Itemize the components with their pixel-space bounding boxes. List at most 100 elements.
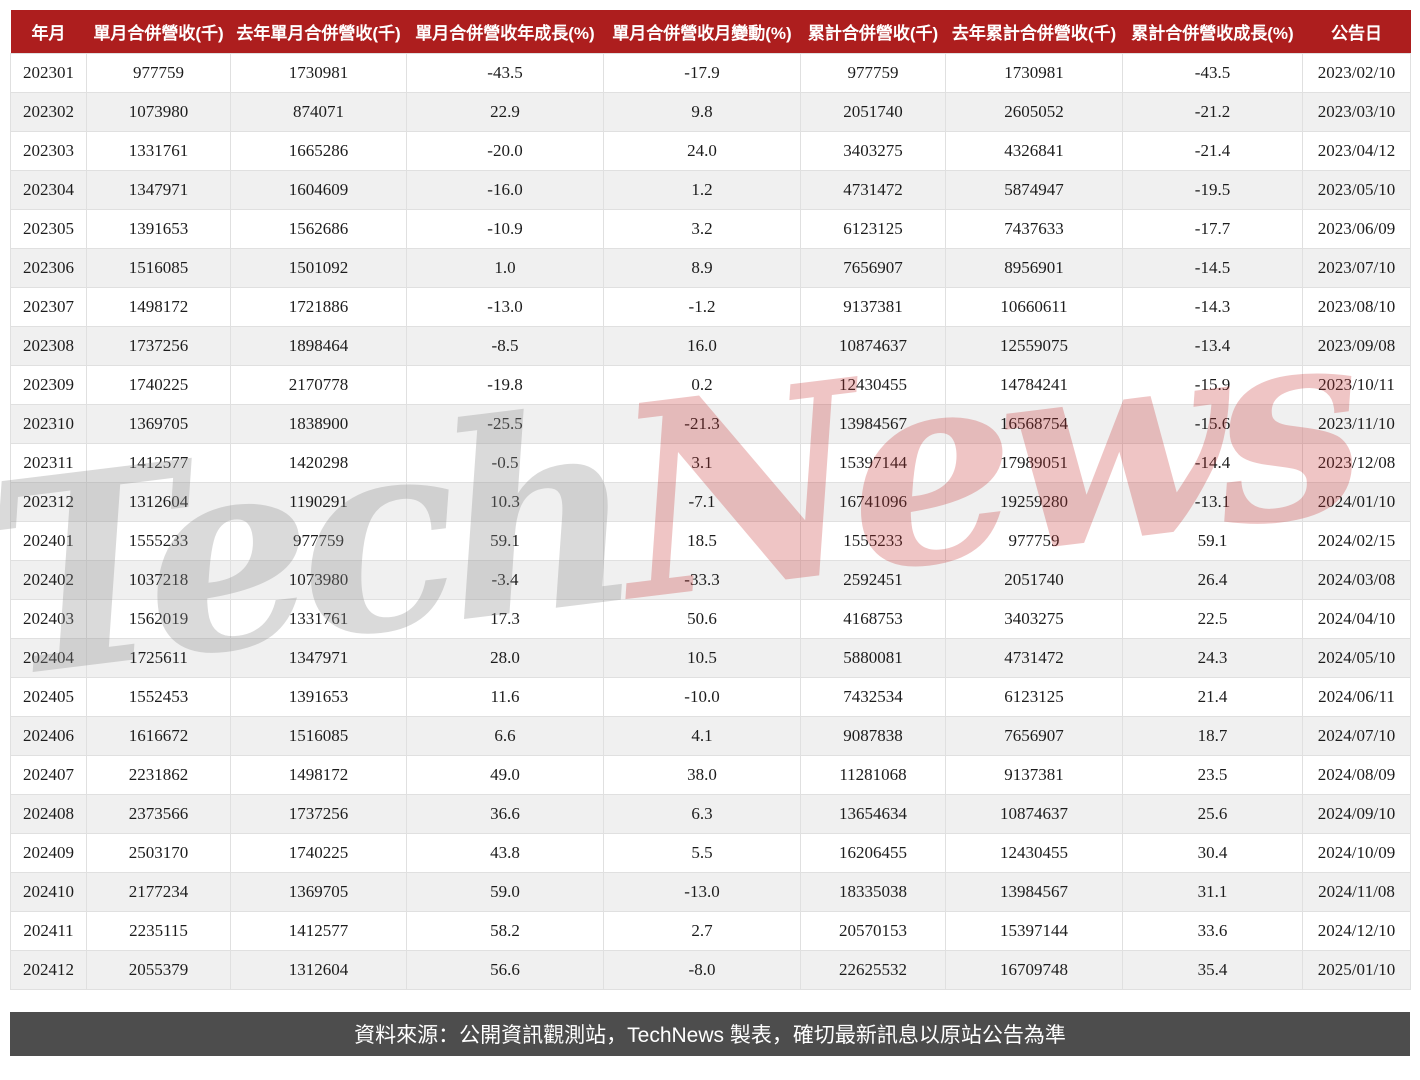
cell: 1369705 (230, 871, 407, 912)
cell: -21.2 (1122, 91, 1303, 132)
cell: 16206455 (800, 832, 946, 873)
cell: 10.5 (603, 637, 801, 678)
cell: 2051740 (945, 559, 1123, 600)
cell: 2055379 (86, 949, 231, 990)
table-row: 202412 2055379 1312604 56.6 -8.0 22625532 1670… (10, 949, 1411, 990)
table-row: 202304 1347971 1604609 -16.0 1.2 4731472 58749… (10, 169, 1411, 210)
cell: 18.7 (1122, 715, 1303, 756)
monthly-revenue-table: 年月 單月合併營收(千) 去年單月合併營收(千) 單月合併營收年成長(%) 單月合併營收… (10, 10, 1411, 990)
cell: 1312604 (86, 481, 231, 522)
cell: 874071 (230, 91, 407, 132)
cell: 1501092 (230, 247, 407, 288)
cell: -25.5 (406, 403, 604, 444)
cell: 202403 (10, 598, 87, 639)
table-row: 202409 2503170 1740225 43.8 5.5 16206455 12430… (10, 832, 1411, 873)
cell: 11.6 (406, 676, 604, 717)
cell: 22625532 (800, 949, 946, 990)
cell: 56.6 (406, 949, 604, 990)
cell: 2177234 (86, 871, 231, 912)
cell: 58.2 (406, 910, 604, 951)
cell: 17989051 (945, 442, 1123, 483)
cell: 16568754 (945, 403, 1123, 444)
table-row: 202406 1616672 1516085 6.6 4.1 9087838 7656907… (10, 715, 1411, 756)
cell: 18335038 (800, 871, 946, 912)
cell: 202302 (10, 91, 87, 132)
column-header-3: 單月合併營收年成長(%) (406, 10, 604, 53)
cell: -33.3 (603, 559, 801, 600)
cell: -19.8 (406, 364, 604, 405)
cell: 1.2 (603, 169, 801, 210)
cell: -1.2 (603, 286, 801, 327)
cell: 1555233 (800, 520, 946, 561)
cell: 1498172 (86, 286, 231, 327)
cell: 7656907 (945, 715, 1123, 756)
cell: 977759 (800, 52, 946, 93)
cell: 2023/08/10 (1302, 286, 1411, 327)
cell: 1498172 (230, 754, 407, 795)
cell: 10874637 (945, 793, 1123, 834)
cell: 1730981 (230, 52, 407, 93)
cell: 1725611 (86, 637, 231, 678)
cell: 7656907 (800, 247, 946, 288)
cell: 9.8 (603, 91, 801, 132)
table-row: 202308 1737256 1898464 -8.5 16.0 10874637 1255… (10, 325, 1411, 366)
cell: 43.8 (406, 832, 604, 873)
table-row: 202311 1412577 1420298 -0.5 3.1 15397144 17989… (10, 442, 1411, 483)
cell: 1898464 (230, 325, 407, 366)
cell: 977759 (945, 520, 1123, 561)
table-row: 202305 1391653 1562686 -10.9 3.2 6123125 74376… (10, 208, 1411, 249)
cell: 202404 (10, 637, 87, 678)
cell: 2023/04/12 (1302, 130, 1411, 171)
cell: 202401 (10, 520, 87, 561)
cell: -10.0 (603, 676, 801, 717)
cell: 3.1 (603, 442, 801, 483)
table-row: 202407 2231862 1498172 49.0 38.0 11281068 9137… (10, 754, 1411, 795)
cell: 28.0 (406, 637, 604, 678)
cell: 0.2 (603, 364, 801, 405)
cell: 202308 (10, 325, 87, 366)
cell: 16.0 (603, 325, 801, 366)
cell: -16.0 (406, 169, 604, 210)
revenue-table-body: 202301 977759 1730981 -43.5 -17.9 977759 17309… (10, 52, 1411, 990)
cell: 8.9 (603, 247, 801, 288)
cell: 2024/03/08 (1302, 559, 1411, 600)
cell: 15397144 (800, 442, 946, 483)
cell: 2023/07/10 (1302, 247, 1411, 288)
column-header-1: 單月合併營收(千) (86, 10, 231, 53)
table-row: 202310 1369705 1838900 -25.5 -21.3 13984567 16… (10, 403, 1411, 444)
cell: -19.5 (1122, 169, 1303, 210)
cell: 2024/11/08 (1302, 871, 1411, 912)
cell: 49.0 (406, 754, 604, 795)
cell: 6123125 (945, 676, 1123, 717)
table-row: 202401 1555233 977759 59.1 18.5 1555233 977759… (10, 520, 1411, 561)
cell: 1369705 (86, 403, 231, 444)
source-footer-text: 資料來源：公開資訊觀測站，TechNews 製表，確切最新訊息以原站公告為準 (354, 1024, 1066, 1047)
cell: 1665286 (230, 130, 407, 171)
cell: 10.3 (406, 481, 604, 522)
cell: 1838900 (230, 403, 407, 444)
cell: -43.5 (1122, 52, 1303, 93)
cell: 1073980 (230, 559, 407, 600)
cell: 2051740 (800, 91, 946, 132)
cell: -13.0 (603, 871, 801, 912)
cell: 13984567 (800, 403, 946, 444)
cell: -10.9 (406, 208, 604, 249)
cell: 2024/04/10 (1302, 598, 1411, 639)
cell: 1412577 (86, 442, 231, 483)
table-row: 202309 1740225 2170778 -19.8 0.2 12430455 1478… (10, 364, 1411, 405)
cell: 16709748 (945, 949, 1123, 990)
cell: 2170778 (230, 364, 407, 405)
cell: 21.4 (1122, 676, 1303, 717)
cell: 11281068 (800, 754, 946, 795)
cell: 1737256 (86, 325, 231, 366)
cell: 1555233 (86, 520, 231, 561)
cell: 202311 (10, 442, 87, 483)
cell: 36.6 (406, 793, 604, 834)
cell: 9087838 (800, 715, 946, 756)
table-header: 年月 單月合併營收(千) 去年單月合併營收(千) 單月合併營收年成長(%) 單月合併營收… (10, 10, 1411, 53)
cell: 7432534 (800, 676, 946, 717)
cell: 17.3 (406, 598, 604, 639)
cell: -8.5 (406, 325, 604, 366)
cell: 22.9 (406, 91, 604, 132)
cell: 2025/01/10 (1302, 949, 1411, 990)
